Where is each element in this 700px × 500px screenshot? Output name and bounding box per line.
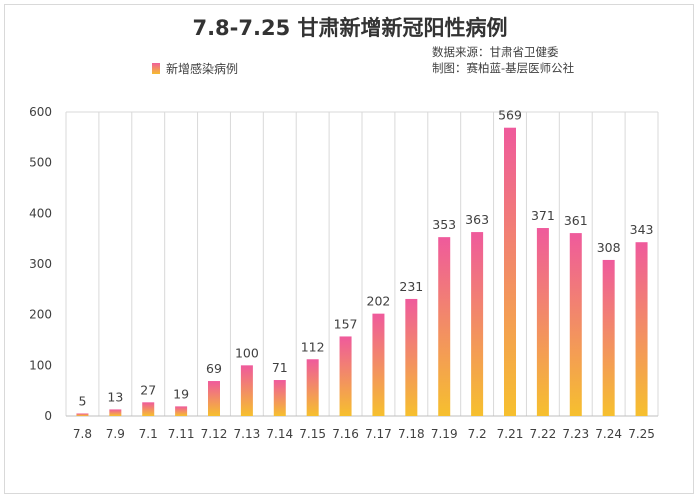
x-tick-label: 7.14 [266,427,293,441]
bar [208,381,220,416]
bar [306,359,319,416]
x-tick-label: 7.22 [530,427,557,441]
x-tick-label: 7.17 [365,427,392,441]
x-tick-label: 7.16 [332,427,359,441]
source-line-credit: 制图：赛柏蓝-基层医师公社 [432,61,575,75]
data-label: 19 [173,386,189,401]
x-tick-label: 7.15 [299,427,326,441]
bar [372,313,385,416]
y-tick-label: 300 [29,257,52,271]
data-label: 112 [301,339,325,354]
bar [405,298,418,416]
x-tick-label: 7.25 [628,427,655,441]
x-tick-label: 7.24 [595,427,622,441]
x-tick-label: 7.19 [431,427,458,441]
data-label: 71 [272,360,288,375]
bar [76,413,89,416]
x-tick-label: 7.9 [106,427,125,441]
bar [504,127,516,416]
bar [175,406,188,416]
data-label: 371 [531,208,555,223]
bar [602,259,615,416]
y-tick-label: 0 [44,409,52,423]
y-tick-label: 400 [29,206,52,220]
y-tick-label: 600 [29,105,52,119]
data-label: 361 [564,213,588,228]
data-label: 5 [78,393,86,408]
data-label: 13 [107,389,123,404]
source-line-data: 数据来源：甘肃省卫健委 [432,45,559,59]
y-tick-label: 500 [29,156,52,170]
data-label: 100 [235,345,259,360]
x-tick-label: 7.13 [234,427,261,441]
legend: 新增感染病例 [152,60,238,77]
bar [142,402,155,416]
bar [273,380,286,416]
data-label: 231 [399,279,423,294]
x-tick-label: 7.23 [562,427,589,441]
data-label: 202 [367,294,391,309]
data-label: 27 [140,382,156,397]
data-label: 157 [334,316,358,331]
y-tick-label: 100 [29,358,52,372]
x-tick-label: 7.2 [468,427,487,441]
data-label: 343 [630,222,654,237]
data-label: 353 [432,217,456,232]
data-label: 308 [597,240,621,255]
legend-swatch [152,63,160,74]
bar [569,233,582,416]
bar [109,409,122,416]
bar [240,365,253,416]
x-tick-label: 7.21 [497,427,524,441]
source-note: 数据来源：甘肃省卫健委 制图：赛柏蓝-基层医师公社 [432,44,574,76]
data-label: 363 [465,212,489,227]
chart-title: 7.8-7.25 甘肃新增新冠阳性病例 [192,16,508,40]
bar [635,242,648,416]
x-tick-label: 7.11 [168,427,195,441]
legend-label: 新增感染病例 [166,62,239,76]
bar [339,336,352,416]
x-tick-label: 7.12 [201,427,228,441]
data-label: 569 [498,108,522,123]
x-tick-label: 7.8 [73,427,92,441]
y-tick-label: 200 [29,308,52,322]
x-tick-label: 7.1 [139,427,158,441]
bar [438,237,451,416]
bar [536,228,549,416]
bar [471,232,484,416]
data-label: 69 [206,361,222,376]
x-tick-label: 7.18 [398,427,425,441]
